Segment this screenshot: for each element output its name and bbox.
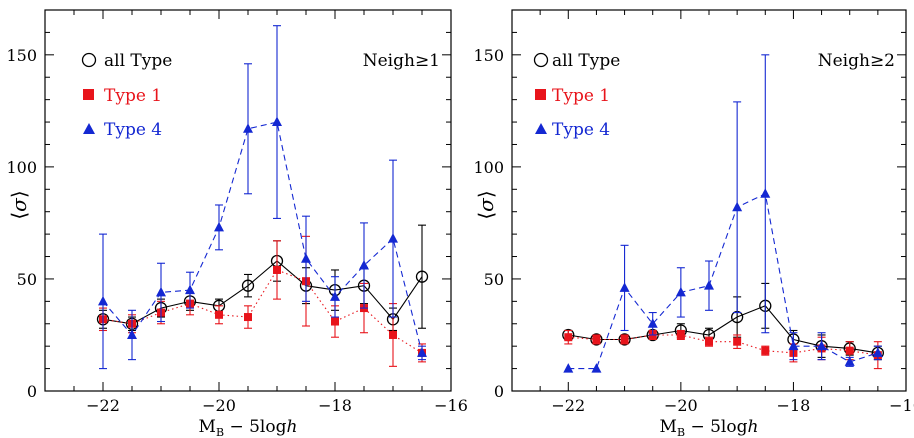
y-tick-label: 150 bbox=[6, 46, 37, 65]
data-point bbox=[127, 329, 137, 339]
data-point bbox=[243, 123, 253, 133]
x-tick-label: −18 bbox=[777, 396, 811, 415]
data-point bbox=[647, 318, 658, 328]
data-point bbox=[592, 335, 601, 344]
legend-item-type-1: Type 1 bbox=[83, 86, 162, 106]
data-point bbox=[761, 346, 770, 355]
series-type-4 bbox=[98, 25, 427, 370]
series-type-4 bbox=[563, 54, 883, 373]
data-point bbox=[844, 356, 855, 366]
legend-marker-filled-square bbox=[83, 89, 94, 100]
legend-item-type-4: Type 4 bbox=[83, 120, 162, 140]
data-point bbox=[564, 333, 573, 342]
data-point bbox=[620, 335, 629, 344]
legend-item-type-4: Type 4 bbox=[535, 120, 610, 140]
data-point bbox=[185, 284, 195, 295]
series-all-type bbox=[96, 224, 429, 332]
data-point bbox=[760, 188, 771, 198]
y-tick-label: 50 bbox=[484, 270, 504, 289]
series-all-type bbox=[562, 282, 885, 361]
y-tick-label: 100 bbox=[6, 158, 37, 177]
legend-marker-filled-triangle bbox=[83, 123, 95, 134]
series-line bbox=[568, 305, 878, 354]
series-line bbox=[102, 269, 423, 354]
x-tick-label: −20 bbox=[664, 396, 698, 415]
data-point bbox=[872, 347, 883, 357]
legend: all Type Type 1 Type 4 bbox=[81, 51, 172, 140]
data-point bbox=[417, 347, 427, 357]
data-point bbox=[215, 310, 223, 319]
y-tick-label: 150 bbox=[473, 46, 504, 65]
data-point bbox=[591, 363, 602, 373]
x-tick-label: −16 bbox=[889, 396, 914, 415]
data-point bbox=[732, 201, 743, 212]
series-line bbox=[568, 192, 879, 370]
data-point bbox=[788, 340, 799, 351]
data-point bbox=[675, 286, 686, 297]
data-point bbox=[619, 282, 630, 292]
axes: −22 −20 −18 −16 0 50 100 150 bbox=[473, 10, 914, 415]
legend-label: Type 1 bbox=[104, 86, 162, 106]
y-tick-label: 100 bbox=[473, 158, 504, 177]
data-point bbox=[330, 291, 340, 301]
data-point bbox=[845, 346, 854, 355]
legend-item-all-type: all Type bbox=[533, 51, 620, 71]
data-point bbox=[272, 116, 282, 127]
legend-label: Type 4 bbox=[104, 120, 162, 140]
legend-item-type-1: Type 1 bbox=[535, 86, 610, 106]
legend: all Type Type 1 Type 4 bbox=[533, 51, 620, 140]
legend-marker-filled-square bbox=[535, 89, 546, 100]
data-point bbox=[98, 295, 108, 306]
panel-annotation: Neigh≥2 bbox=[818, 51, 895, 71]
y-axis-label: ⟨σ⟩ bbox=[7, 190, 31, 219]
panel-neigh-2: Neigh≥2 all Type Type 1 Type 4 ⟨σ⟩ MB − … bbox=[473, 9, 914, 438]
y-tick-label: 50 bbox=[17, 270, 37, 289]
data-point bbox=[388, 233, 398, 243]
data-point bbox=[241, 279, 255, 292]
series-line bbox=[102, 121, 423, 354]
legend-label: Type 1 bbox=[552, 86, 610, 106]
data-point bbox=[389, 330, 397, 339]
data-point bbox=[273, 265, 281, 274]
data-point bbox=[301, 253, 311, 263]
data-point bbox=[244, 313, 252, 322]
legend-label: all Type bbox=[104, 51, 172, 71]
y-tick-label: 0 bbox=[27, 382, 37, 401]
y-tick-label: 0 bbox=[494, 382, 504, 401]
data-point bbox=[156, 286, 166, 297]
data-point bbox=[733, 337, 742, 346]
data-point bbox=[331, 317, 339, 326]
axes: −22 −20 −18 −16 0 50 100 150 bbox=[6, 10, 468, 415]
panel-annotation: Neigh≥1 bbox=[363, 51, 440, 71]
legend-label: Type 4 bbox=[552, 120, 610, 140]
x-axis-label: MB − 5logh bbox=[199, 417, 298, 438]
x-tick-label: −22 bbox=[86, 396, 120, 415]
legend-marker-open-circle bbox=[533, 52, 549, 68]
x-tick-label: −18 bbox=[318, 396, 352, 415]
legend-marker-filled-triangle bbox=[535, 123, 547, 134]
data-point bbox=[816, 340, 827, 351]
panel-neigh-1: Neigh≥1 all Type Type 1 Type 4 ⟨σ⟩ MB − … bbox=[6, 9, 468, 438]
series-type-1 bbox=[564, 329, 882, 370]
x-axis-label: MB − 5logh bbox=[660, 417, 759, 438]
data-point bbox=[676, 330, 685, 339]
legend-item-all-type: all Type bbox=[81, 51, 172, 71]
data-point bbox=[415, 270, 429, 283]
y-axis-label: ⟨σ⟩ bbox=[474, 190, 498, 219]
x-tick-label: −16 bbox=[434, 396, 468, 415]
data-point bbox=[563, 363, 574, 373]
data-point bbox=[705, 337, 713, 346]
x-tick-label: −20 bbox=[202, 396, 236, 415]
series-line bbox=[102, 260, 423, 325]
legend-marker-open-circle bbox=[81, 52, 97, 68]
data-point bbox=[730, 310, 744, 324]
data-point bbox=[359, 259, 369, 270]
legend-label: all Type bbox=[552, 51, 620, 71]
data-point bbox=[704, 280, 714, 290]
series-line bbox=[568, 334, 878, 356]
x-tick-label: −22 bbox=[551, 396, 585, 415]
data-point bbox=[214, 221, 224, 232]
